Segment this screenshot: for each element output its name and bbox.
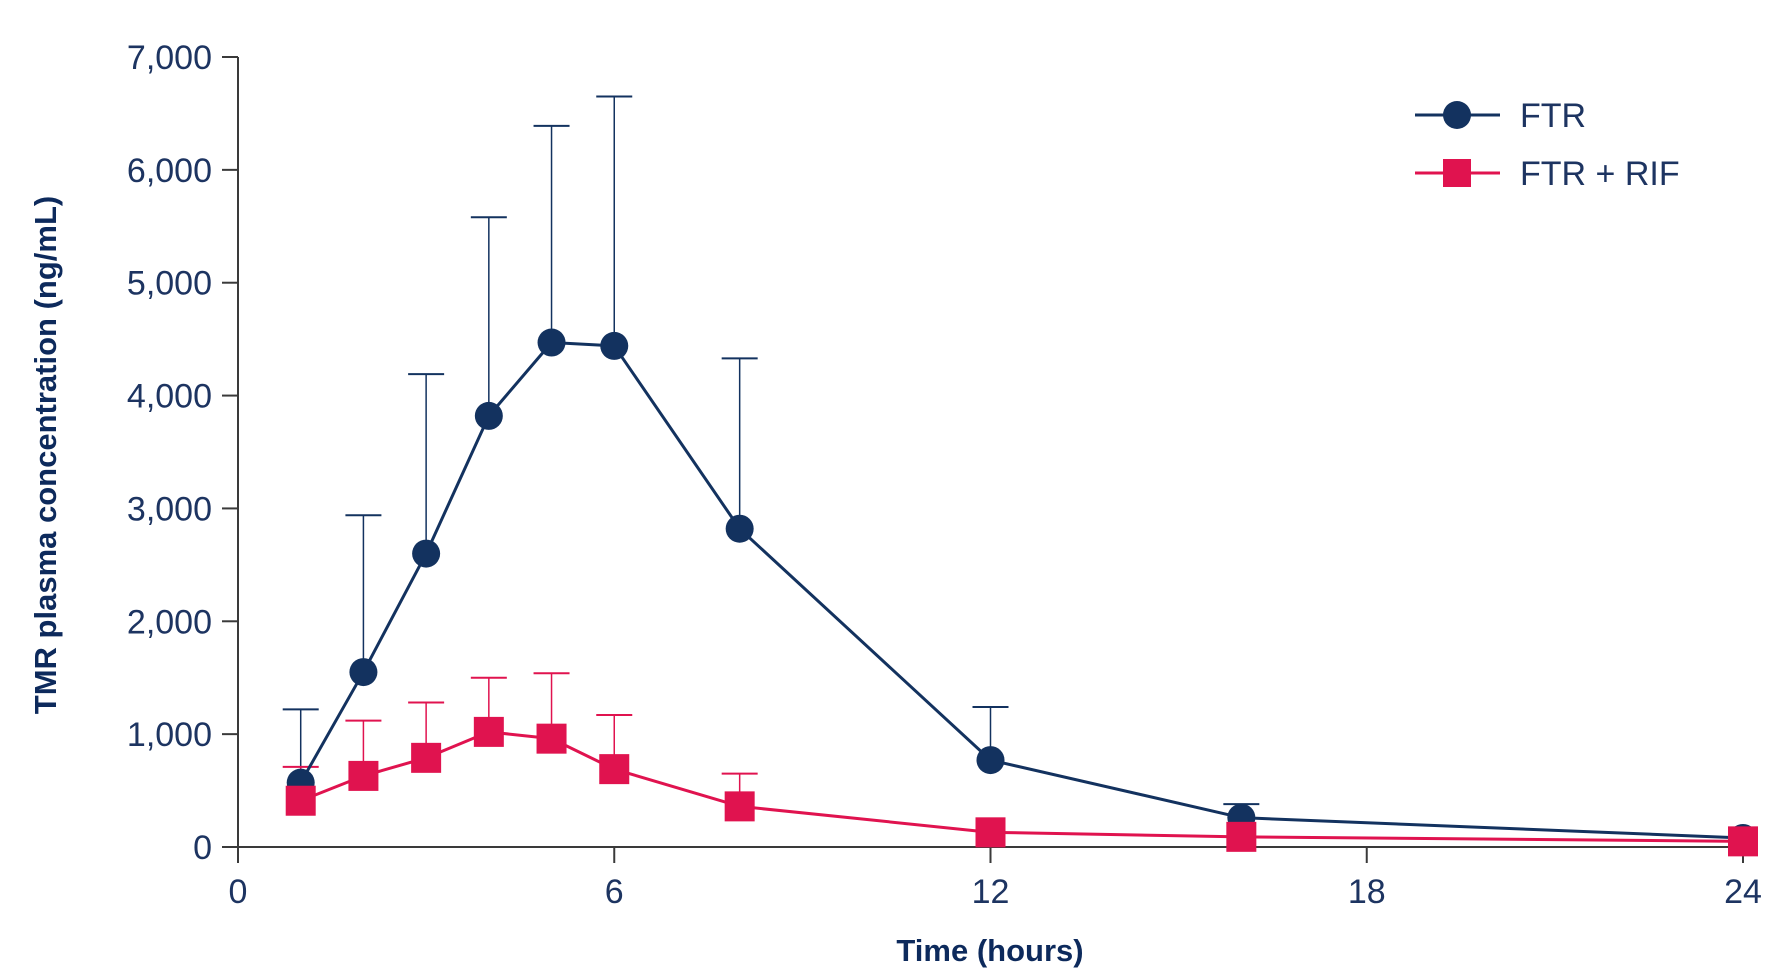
data-point-ftr bbox=[474, 401, 503, 430]
legend-marker-ftr-rif bbox=[1443, 159, 1471, 187]
y-axis-title: TMR plasma concentration (ng/mL) bbox=[28, 196, 63, 714]
series-markers bbox=[285, 328, 1758, 857]
legend-label-ftr: FTR bbox=[1520, 97, 1586, 135]
y-tick-label: 2,000 bbox=[127, 603, 212, 641]
x-axis-title: Time (hours) bbox=[896, 933, 1083, 968]
axes: 0 1,000 2,000 3,000 4,000 5,000 6,000 7,000 0 6 12… bbox=[127, 39, 1762, 911]
data-point-ftr-rif bbox=[411, 742, 442, 773]
legend-label-ftr-rif: FTR + RIF bbox=[1520, 155, 1680, 193]
y-tick-label: 1,000 bbox=[127, 716, 212, 754]
x-tick-label: 0 bbox=[229, 873, 248, 911]
data-point-ftr-rif bbox=[348, 760, 379, 791]
legend-item-ftr-rif: FTR + RIF bbox=[1415, 155, 1680, 193]
data-point-ftr-rif bbox=[599, 754, 630, 785]
series-line-ftr-rif bbox=[300, 730, 1744, 843]
data-point-ftr bbox=[349, 658, 378, 687]
y-tick-label: 5,000 bbox=[127, 265, 212, 303]
error-bars bbox=[282, 95, 1260, 818]
x-tick-label: 24 bbox=[1724, 873, 1762, 911]
data-point-ftr bbox=[600, 331, 629, 360]
data-point-ftr-rif bbox=[1728, 826, 1758, 857]
y-tick-label: 6,000 bbox=[127, 152, 212, 190]
data-point-ftr-rif bbox=[285, 785, 316, 816]
data-point-ftr bbox=[537, 328, 566, 357]
y-tick-label: 7,000 bbox=[127, 39, 212, 77]
x-tick-label: 18 bbox=[1348, 873, 1386, 911]
data-point-ftr bbox=[725, 514, 754, 543]
x-tick-label: 6 bbox=[605, 873, 624, 911]
data-point-ftr bbox=[976, 746, 1005, 775]
legend: FTR FTR + RIF bbox=[1415, 97, 1680, 193]
x-tick-label: 12 bbox=[972, 873, 1010, 911]
y-tick-label: 4,000 bbox=[127, 378, 212, 416]
series-line-ftr bbox=[299, 341, 1744, 840]
series-lines bbox=[299, 341, 1744, 843]
data-point-ftr bbox=[412, 539, 441, 568]
data-point-ftr-rif bbox=[975, 817, 1006, 848]
data-point-ftr-rif bbox=[536, 723, 567, 754]
y-tick-label: 0 bbox=[193, 829, 212, 867]
legend-marker-ftr bbox=[1443, 101, 1471, 129]
legend-item-ftr: FTR bbox=[1415, 97, 1586, 135]
y-tick-label: 3,000 bbox=[127, 490, 212, 528]
data-point-ftr-rif bbox=[1226, 821, 1257, 852]
data-point-ftr-rif bbox=[473, 716, 504, 747]
data-point-ftr-rif bbox=[724, 791, 755, 822]
